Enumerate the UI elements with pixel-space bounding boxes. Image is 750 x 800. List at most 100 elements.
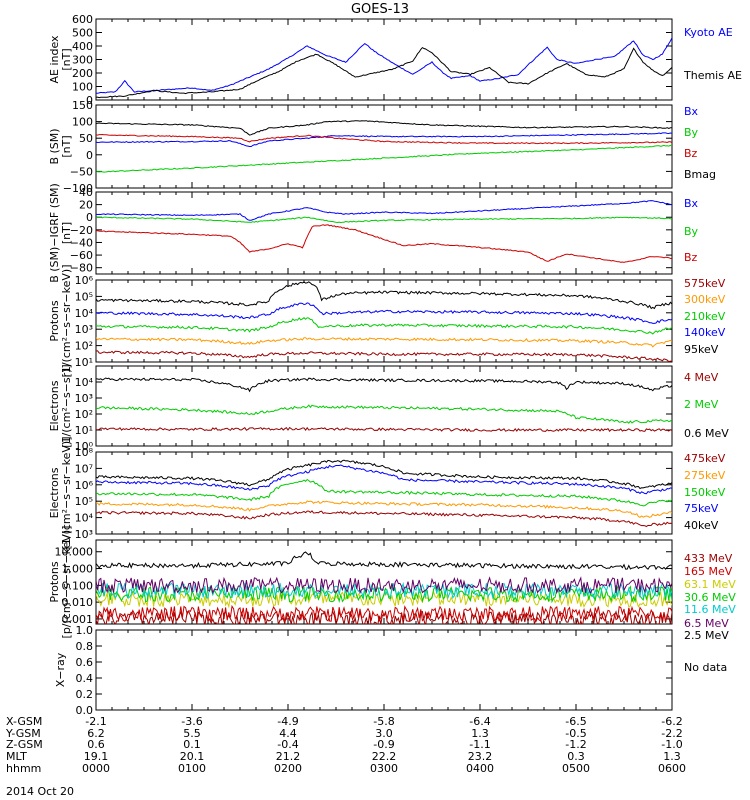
legend-entry: Bmag xyxy=(684,168,716,181)
panel-protons_epead: 0.001 0.010 0.100 1.000 10.000Protons[p/(cm²… xyxy=(48,526,736,642)
legend-entry: 475keV xyxy=(684,452,726,465)
series-line-40kev xyxy=(96,459,672,490)
y-tick-label: −50 xyxy=(70,165,93,178)
y-tick-label: 10⁰ xyxy=(75,440,94,453)
status-text: No data xyxy=(684,661,727,674)
y-tick-label: 0.010 xyxy=(62,596,94,609)
legend-entry: 30.6 MeV xyxy=(684,591,736,604)
panel-frame xyxy=(95,451,673,535)
y-tick-label: 10⁶ xyxy=(75,479,94,492)
legend-entry: 210keV xyxy=(684,310,726,323)
x-tick-label: 21.2 xyxy=(276,750,301,763)
series-line-150kev xyxy=(96,478,672,507)
panel-frame xyxy=(95,279,673,363)
series-line-475kev xyxy=(96,510,672,528)
panel-b_sm: −100 −50 0 50 100 150 B (SM)[nT] Bx By Bz Bmag xyxy=(48,99,716,195)
x-tick-label: -6.5 xyxy=(565,715,586,728)
x-tick-label: -6.2 xyxy=(661,715,682,728)
y-tick-label: 10¹ xyxy=(75,424,93,437)
legend-entry: 4 MeV xyxy=(684,371,719,384)
series-line-63-1-mev xyxy=(96,590,672,609)
x-tick-label: -1.0 xyxy=(661,738,682,751)
series-line-bz xyxy=(96,224,672,263)
x-tick-label: 0100 xyxy=(178,762,206,775)
panel-protons_mageds: 10¹ 10² 10³ 10⁴ 10⁵ 10⁶Protons[1/(cm²−s−sr−ke… xyxy=(48,265,726,378)
y-tick-label: 0.4 xyxy=(76,672,94,685)
y-tick-label: 0 xyxy=(86,211,93,224)
y-tick-label: 0.8 xyxy=(76,640,94,653)
series-line-75kev xyxy=(96,464,672,495)
y-tick-label: −80 xyxy=(70,262,93,275)
series-line-4-mev xyxy=(96,426,672,432)
x-tick-label: -3.6 xyxy=(181,715,202,728)
legend-entry: By xyxy=(684,225,699,238)
x-tick-label: 0000 xyxy=(82,762,110,775)
x-tick-label: -4.9 xyxy=(277,715,298,728)
panel-frame xyxy=(95,629,673,711)
legend-entry: 2.5 MeV xyxy=(684,629,729,642)
legend-entry: 11.6 MeV xyxy=(684,603,736,616)
y-tick-label: 50 xyxy=(79,132,93,145)
y-tick-label: 10² xyxy=(75,408,93,421)
x-tick-label: -5.8 xyxy=(373,715,394,728)
legend-entry: 150keV xyxy=(684,486,726,499)
y-axis-label: Protons[1/(cm²−s−sr−keV)] xyxy=(48,265,73,378)
y-axis-label: AE index[nT] xyxy=(48,35,73,84)
y-tick-label: 400 xyxy=(72,40,93,53)
legend-entry: 433 MeV xyxy=(684,552,733,565)
date-label: 2014 Oct 20 xyxy=(6,785,74,798)
legend-entry: 40keV xyxy=(684,519,719,532)
y-axis-label: B (SM)[nT] xyxy=(48,128,73,164)
series-line-210kev xyxy=(96,317,672,335)
y-tick-label: 0 xyxy=(86,94,93,107)
x-tick-label: -2.1 xyxy=(85,715,106,728)
series-line-by xyxy=(96,144,672,173)
x-tick-label: 1.3 xyxy=(663,750,681,763)
footer-row-label: hhmm xyxy=(6,762,41,775)
y-tick-label: 10⁵ xyxy=(75,290,93,303)
y-tick-label: 10³ xyxy=(75,528,93,541)
y-tick-label: −20 xyxy=(70,224,93,237)
y-axis-label: Electrons[1/(cm²−s−sr−keV)] xyxy=(48,437,73,550)
y-tick-label: −40 xyxy=(70,236,93,249)
series-line-kyoto-ae xyxy=(96,37,672,94)
y-tick-label: 1.000 xyxy=(62,563,94,576)
y-tick-label: 10² xyxy=(75,340,93,353)
series-line-themis-ae xyxy=(96,46,672,99)
y-tick-label: 20 xyxy=(79,199,93,212)
y-tick-label: 0.001 xyxy=(62,613,94,626)
x-tick-label: 0.6 xyxy=(87,738,105,751)
x-tick-label: -1.1 xyxy=(469,738,490,751)
series-line-bx xyxy=(96,200,672,221)
legend-entry: 75keV xyxy=(684,502,719,515)
x-tick-label: 0600 xyxy=(658,762,686,775)
y-tick-label: 10³ xyxy=(75,392,93,405)
x-tick-label: 1.3 xyxy=(471,727,489,740)
y-tick-label: 10⁵ xyxy=(75,495,93,508)
series-line-2-mev xyxy=(96,404,672,424)
legend-entry: 2 MeV xyxy=(684,398,719,411)
series-line-bmag xyxy=(96,120,672,136)
series-line-bx xyxy=(96,132,672,147)
legend-entry: 95keV xyxy=(684,343,719,356)
chart-title: GOES-13 xyxy=(351,2,409,17)
y-tick-label: 300 xyxy=(72,54,93,67)
x-tick-label: 22.2 xyxy=(372,750,397,763)
x-tick-label: 0.1 xyxy=(183,738,201,751)
x-tick-label: -1.2 xyxy=(565,738,586,751)
legend-entry: 140keV xyxy=(684,326,726,339)
series-line-0-6-mev xyxy=(96,377,672,393)
legend-entry: Bx xyxy=(684,105,699,118)
series-line-275kev xyxy=(96,500,672,518)
series-line-6-5-mev xyxy=(96,576,672,595)
legend-entry: Themis AE xyxy=(683,69,742,82)
x-tick-label: 19.1 xyxy=(84,750,109,763)
footer-row-label: Y-GSM xyxy=(5,727,41,740)
y-tick-label: −100 xyxy=(63,182,93,195)
legend-entry: Bx xyxy=(684,197,699,210)
series-line-165-mev xyxy=(96,604,672,623)
y-tick-label: 10⁷ xyxy=(75,462,93,475)
legend-entry: 275keV xyxy=(684,469,726,482)
series-line-bz xyxy=(96,133,672,145)
